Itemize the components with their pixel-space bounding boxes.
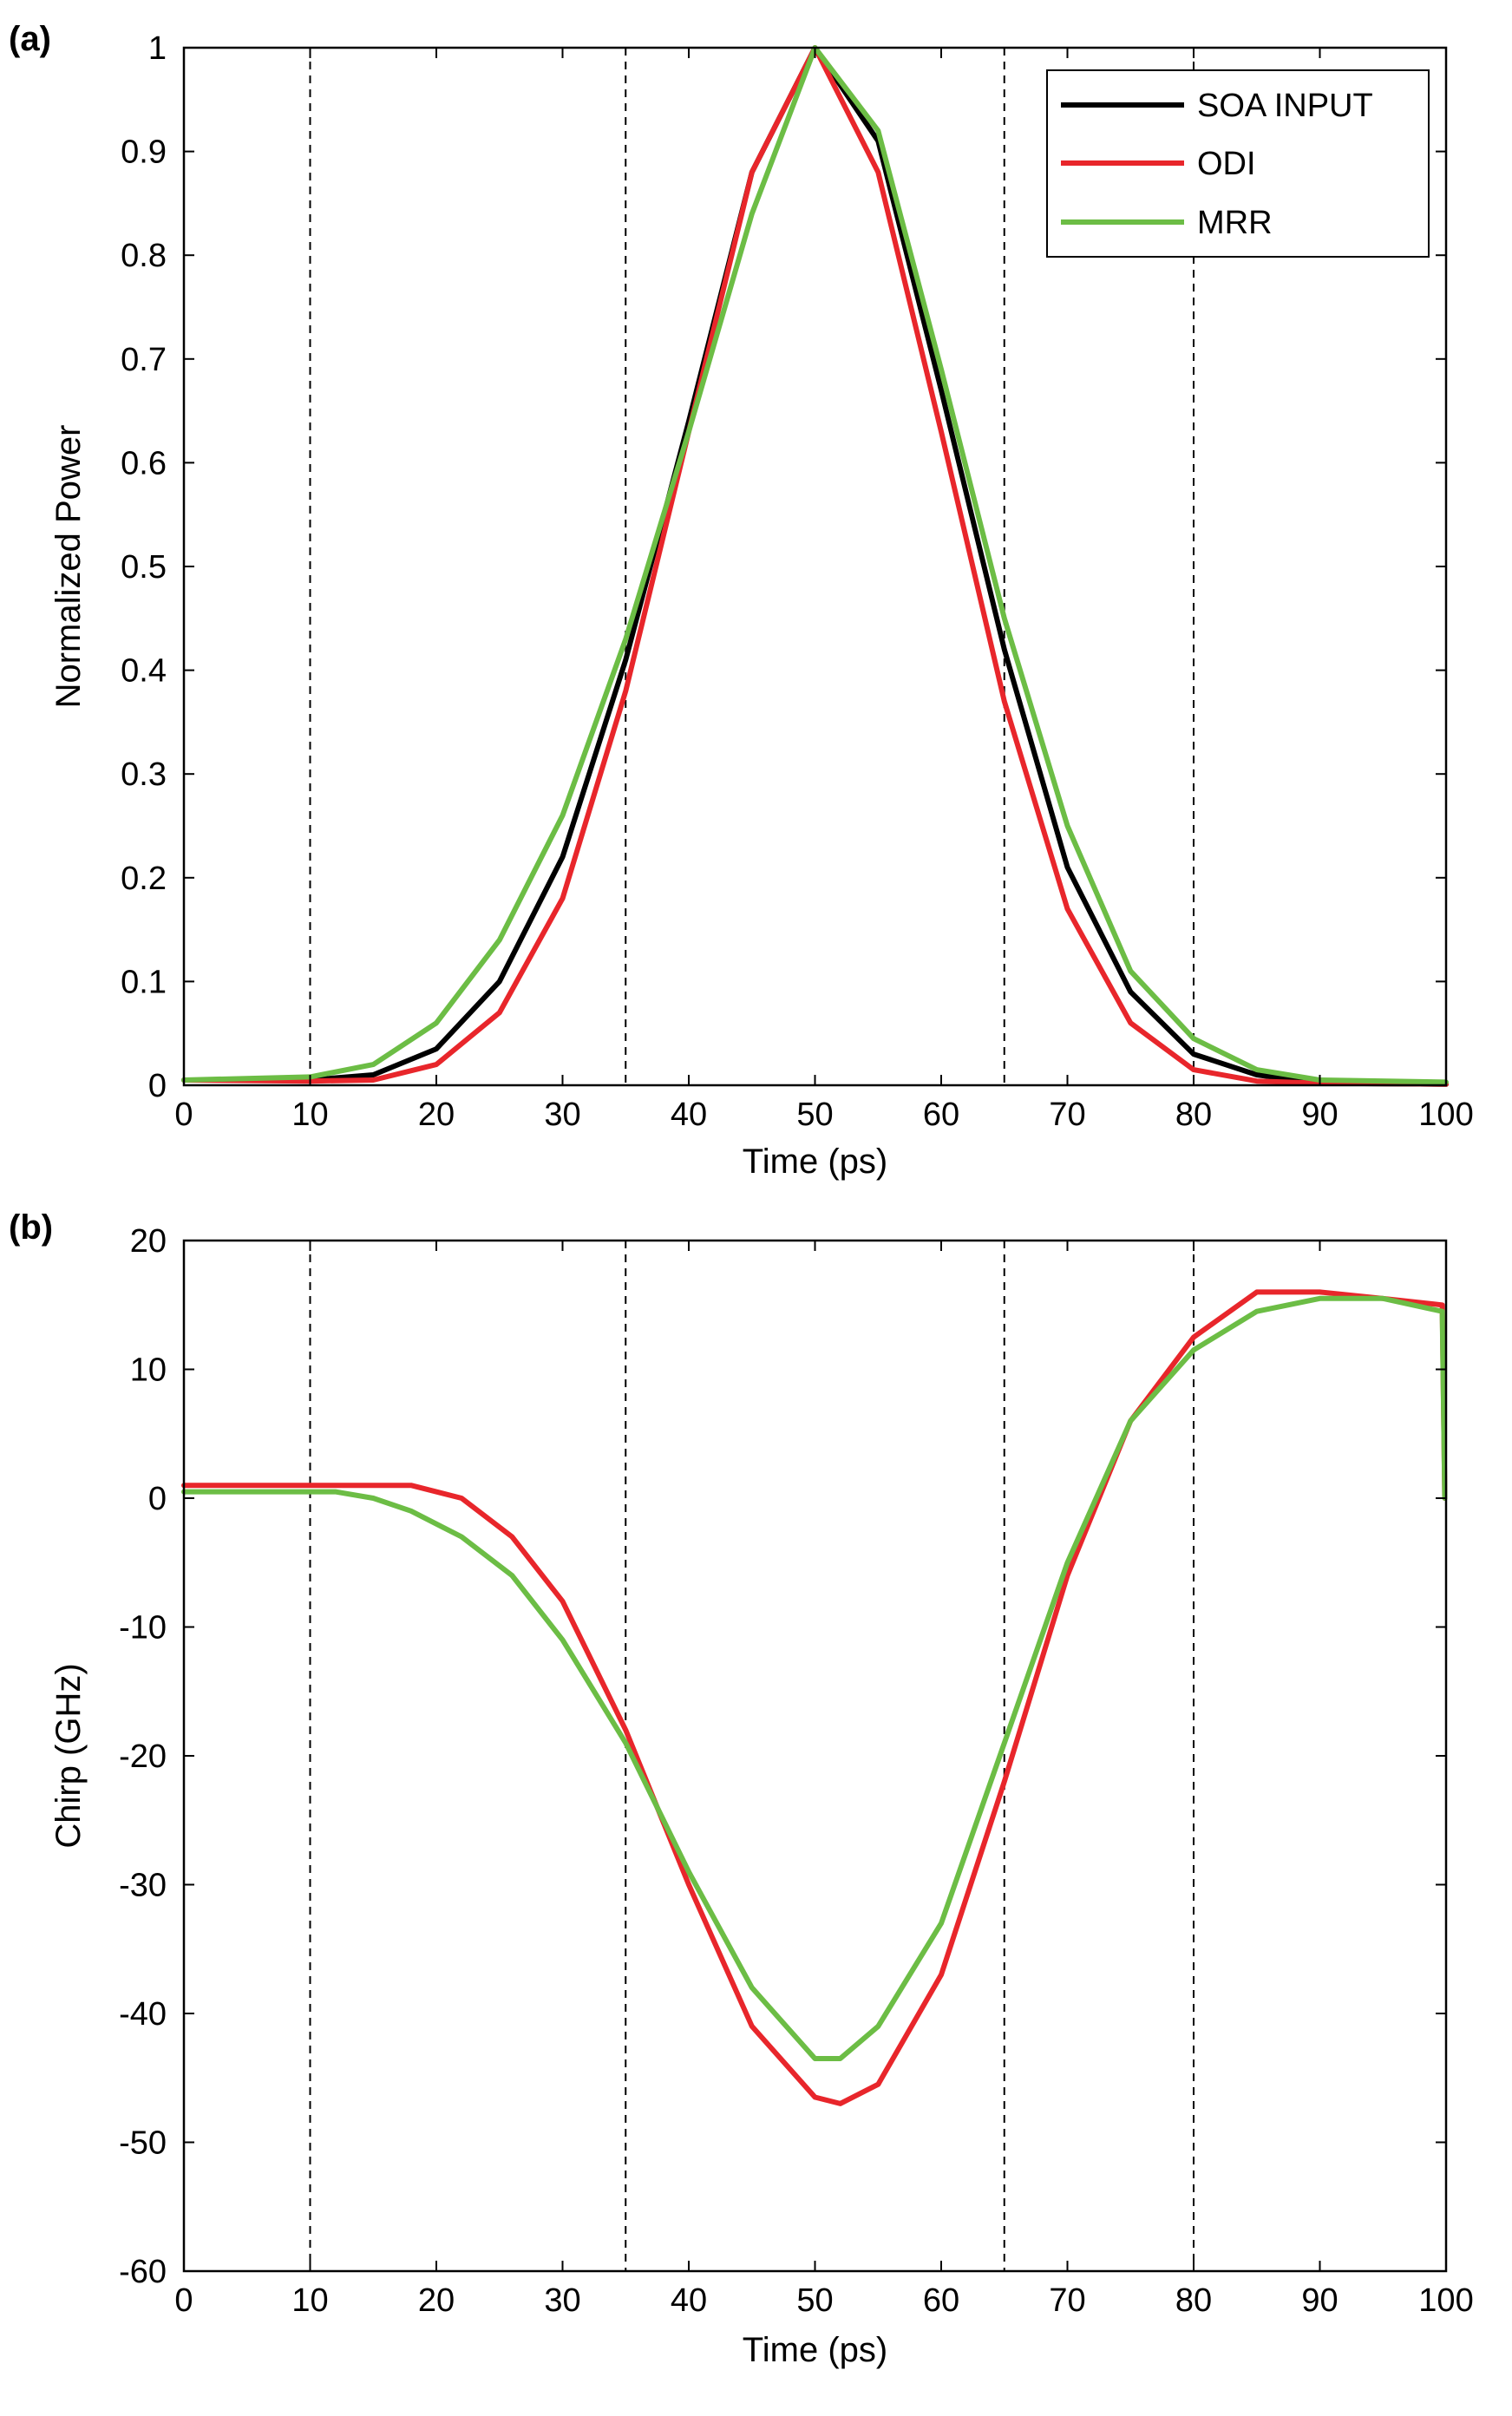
y-tick-label: -10 [119, 1610, 167, 1647]
legend-label-odi: ODI [1197, 146, 1256, 182]
legend-label-soa-input: SOA INPUT [1197, 88, 1373, 124]
x-tick-label: 70 [1049, 2282, 1085, 2319]
legend-item-mrr: MRR [1061, 205, 1273, 241]
legend-item-odi: ODI [1061, 146, 1256, 182]
series-line-mrr [181, 1295, 1448, 2061]
y-tick-label: -50 [119, 2125, 167, 2162]
y-tick-label: -30 [119, 1868, 167, 1904]
legend: SOA INPUT ODI MRR [1046, 69, 1430, 258]
y-tick-label: 0.6 [121, 445, 167, 481]
x-tick-label: 0 [174, 2282, 193, 2319]
y-tick-label: 0.8 [121, 238, 167, 274]
power-chart-panel: (a) 0 10 20 30 40 50 60 70 80 90 100 0 0.1 0.2 0.3 0.4… [9, 20, 1474, 1181]
panel-a-label: (a) [9, 20, 51, 58]
x-tick-label: 100 [1418, 1097, 1473, 1133]
x-tick-label: 70 [1049, 1097, 1085, 1133]
series-line-odi [181, 1289, 1448, 2106]
y-tick-label: 0.9 [121, 134, 167, 171]
x-axis-label: Time (ps) [743, 1143, 887, 1181]
x-tick-label: 30 [544, 2282, 580, 2319]
x-tick-label: 40 [671, 1097, 707, 1133]
x-tick-label: 60 [923, 1097, 959, 1133]
y-axis-label: Normalized Power [49, 425, 88, 709]
x-tick-label: 20 [418, 2282, 455, 2319]
plot-frame [182, 1239, 1448, 2273]
y-ticks: -60 -50 -40 -30 -20 -10 0 10 20 [119, 1223, 1446, 2290]
y-tick-label: 0.3 [121, 756, 167, 793]
y-tick-label: 0.2 [121, 861, 167, 897]
y-tick-label: 0.4 [121, 653, 167, 690]
y-tick-label: -60 [119, 2254, 167, 2290]
y-tick-label: -20 [119, 1738, 167, 1775]
y-tick-label: 0.1 [121, 964, 167, 1000]
y-tick-label: 0.7 [121, 342, 167, 378]
x-tick-label: 90 [1301, 2282, 1338, 2319]
x-tick-label: 90 [1301, 1097, 1338, 1133]
x-tick-label: 80 [1175, 2282, 1212, 2319]
x-tick-label: 30 [544, 1097, 580, 1133]
x-tick-label: 20 [418, 1097, 455, 1133]
y-tick-label: 0 [148, 1068, 167, 1104]
panel-b-label: (b) [9, 1208, 53, 1247]
series-layer [181, 1289, 1448, 2106]
legend-item-soa-input: SOA INPUT [1061, 88, 1373, 124]
y-tick-label: 0 [148, 1481, 167, 1517]
x-axis-label: Time (ps) [743, 2331, 887, 2369]
y-tick-label: 10 [130, 1352, 167, 1389]
reference-lines [309, 1241, 1195, 2271]
y-ticks: 0 0.1 0.2 0.3 0.4 0.5 0.6 0.7 0.8 0.9 1 [121, 30, 1446, 1104]
x-tick-label: 40 [671, 2282, 707, 2319]
y-tick-label: 0.5 [121, 549, 167, 586]
chirp-chart-panel: (b) 0 10 20 30 40 50 60 70 80 90 100 -60-50-40-30-… [9, 1208, 1474, 2369]
x-ticks: 0 10 20 30 40 50 60 70 80 90 100 [174, 48, 1474, 1133]
x-tick-label: 80 [1175, 1097, 1212, 1133]
x-ticks: 0 10 20 30 40 50 60 70 80 90 100 [174, 1241, 1474, 2319]
y-tick-label: 1 [148, 30, 167, 67]
x-tick-label: 10 [291, 2282, 328, 2319]
y-axis-label: Chirp (GHz) [49, 1663, 88, 1848]
x-tick-label: 100 [1418, 2282, 1473, 2319]
legend-label-mrr: MRR [1197, 205, 1273, 241]
x-tick-label: 50 [796, 2282, 833, 2319]
x-tick-label: 10 [291, 1097, 328, 1133]
y-tick-label: -40 [119, 1996, 167, 2033]
x-tick-label: 60 [923, 2282, 959, 2319]
x-tick-label: 0 [174, 1097, 193, 1133]
y-tick-label: 20 [130, 1223, 167, 1260]
x-tick-label: 50 [796, 1097, 833, 1133]
